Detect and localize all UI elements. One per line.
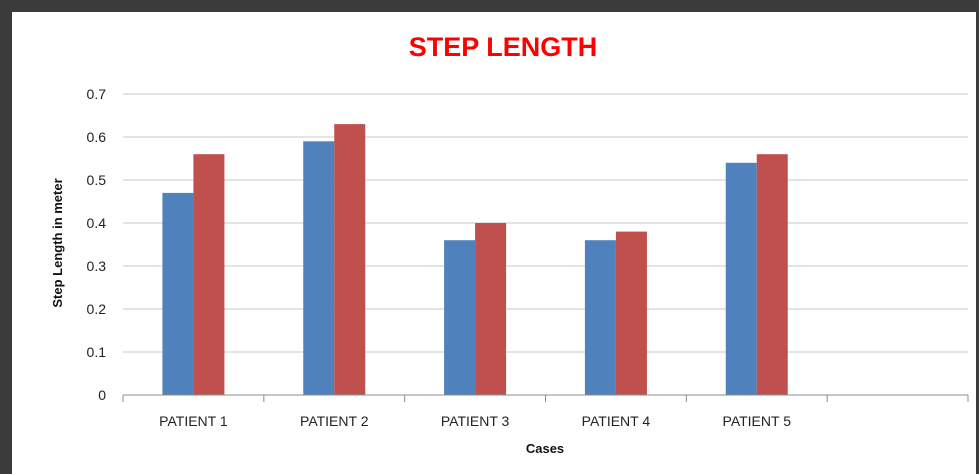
- y-tick-label: 0.5: [87, 172, 107, 188]
- bar-series-2: [475, 223, 507, 395]
- bars: [162, 124, 788, 395]
- bar-series-1: [725, 162, 757, 395]
- x-tick-label: PATIENT 5: [723, 413, 792, 429]
- bar-series-1: [303, 141, 335, 395]
- bar-series-1: [444, 240, 476, 395]
- bar-series-2: [615, 231, 647, 395]
- bar-series-2: [193, 154, 225, 395]
- grid-lines: [123, 93, 968, 353]
- x-axis-tick-labels: PATIENT 1 PATIENT 2 PATIENT 3 PATIENT 4 PATI…: [159, 413, 791, 429]
- x-tick-label: PATIENT 1: [159, 413, 228, 429]
- x-axis: [122, 394, 969, 402]
- y-tick-label: 0.3: [87, 258, 107, 274]
- y-tick-label: 0.6: [87, 129, 107, 145]
- x-tick-label: PATIENT 4: [582, 413, 651, 429]
- y-tick-label: 0: [98, 387, 106, 403]
- chart-title: STEP LENGTH: [409, 32, 598, 62]
- bar-series-1: [162, 192, 194, 395]
- y-axis-ticks: 0 0.1 0.2 0.3 0.4 0.5 0.6 0.7: [87, 86, 107, 403]
- bar-series-1: [584, 240, 616, 395]
- bar-series-2: [334, 124, 366, 395]
- y-tick-label: 0.2: [87, 301, 107, 317]
- y-tick-label: 0.7: [87, 86, 107, 102]
- bar-series-2: [756, 154, 788, 395]
- y-tick-label: 0.1: [87, 344, 107, 360]
- y-tick-label: 0.4: [87, 215, 107, 231]
- y-axis-title: Step Length in meter: [50, 178, 65, 307]
- x-tick-label: PATIENT 2: [300, 413, 369, 429]
- x-tick-label: PATIENT 3: [441, 413, 510, 429]
- x-axis-title: Cases: [526, 441, 564, 456]
